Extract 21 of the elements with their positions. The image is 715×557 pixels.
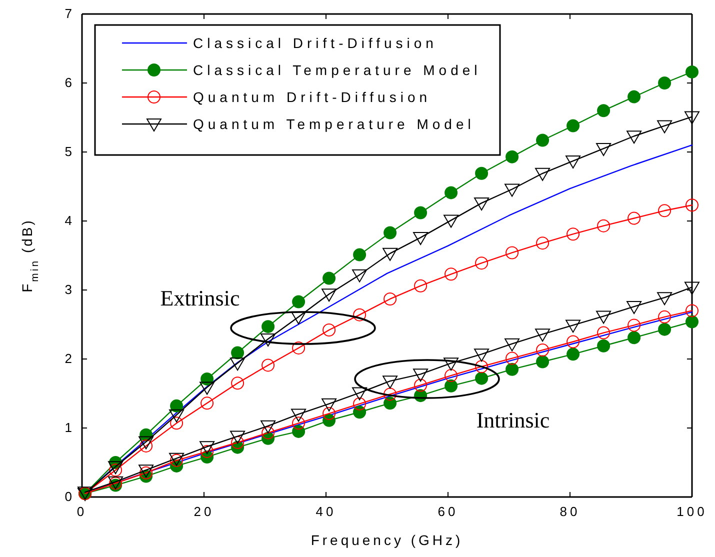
x-tick-label: 20 <box>194 504 214 520</box>
annotation: Extrinsic <box>160 286 240 311</box>
y-tick-label: 5 <box>64 144 72 160</box>
legend-label: Quantum Temperature Model <box>193 116 475 132</box>
y-tick-label: 0 <box>64 489 72 504</box>
y-tick-label: 6 <box>64 75 72 90</box>
x-axis-title: Frequency (GHz) <box>310 532 464 548</box>
y-tick-label: 4 <box>64 213 72 228</box>
y-tick-label: 1 <box>64 420 72 436</box>
legend-label: Classical Temperature Model <box>193 62 482 78</box>
legend-label: Quantum Drift-Diffusion <box>193 88 432 105</box>
x-tick-label: 80 <box>560 504 580 520</box>
x-tick-label: 100 <box>676 504 708 520</box>
y-tick-label: 3 <box>64 282 72 298</box>
x-tick-label: 60 <box>438 504 458 520</box>
x-tick-label: 40 <box>316 504 336 520</box>
legend-label: Classical Drift-Diffusion <box>193 34 438 51</box>
annotation: Intrinsic <box>476 408 550 433</box>
y-tick-label: 7 <box>64 6 72 22</box>
x-tick-label: 0 <box>76 504 88 520</box>
y-tick-label: 2 <box>64 351 72 366</box>
